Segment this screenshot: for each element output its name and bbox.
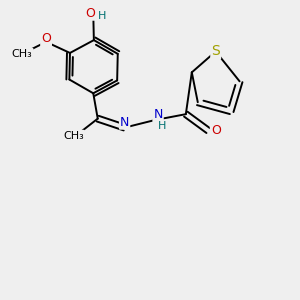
Text: O: O	[41, 32, 51, 45]
Text: CH₃: CH₃	[63, 131, 84, 141]
Text: N: N	[120, 116, 129, 129]
Text: H: H	[98, 11, 106, 21]
Text: H: H	[158, 121, 166, 130]
Text: S: S	[211, 44, 220, 58]
Text: N: N	[153, 108, 163, 121]
Text: O: O	[211, 124, 220, 137]
Text: O: O	[85, 7, 95, 20]
Text: CH₃: CH₃	[12, 49, 33, 59]
